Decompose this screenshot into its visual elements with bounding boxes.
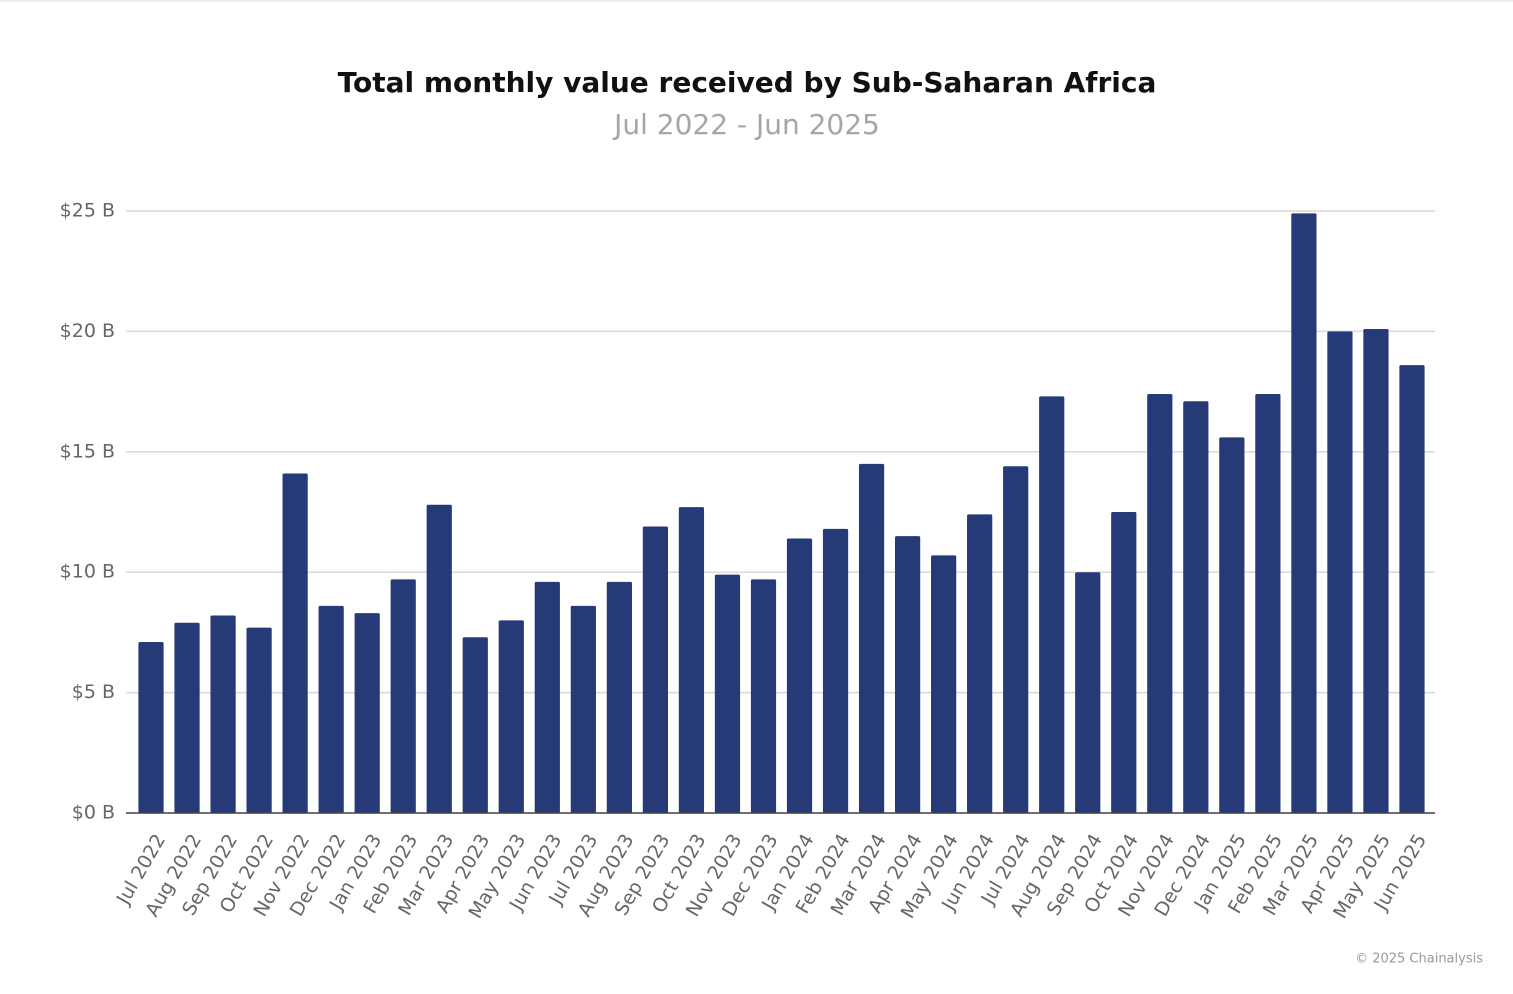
bar [462, 637, 488, 813]
bar [498, 620, 524, 813]
bar [210, 615, 236, 813]
bar [642, 526, 669, 813]
bar [390, 579, 416, 813]
bar [246, 627, 272, 813]
bar [714, 574, 741, 813]
bar [1291, 213, 1317, 813]
bar [786, 538, 813, 813]
y-tick-label: $10 B [60, 561, 115, 583]
bar [1219, 437, 1245, 813]
bar [1363, 328, 1389, 813]
y-tick-label: $25 B [60, 200, 115, 222]
bar [822, 528, 849, 813]
bar [858, 463, 885, 813]
bar [967, 514, 993, 813]
y-tick-label: $20 B [60, 320, 115, 342]
y-tick-label: $15 B [60, 440, 115, 462]
y-tick-label: $5 B [72, 681, 115, 703]
bar [1147, 394, 1173, 813]
bar [174, 622, 200, 813]
credit: © 2025 Chainalysis [1355, 952, 1483, 967]
bar [678, 507, 705, 813]
chart-subtitle: Jul 2022 - Jun 2025 [612, 108, 880, 141]
bar [894, 536, 921, 813]
bar [1039, 396, 1065, 813]
bar [138, 642, 164, 813]
bar [1255, 394, 1281, 813]
bar [1399, 365, 1425, 813]
chart-title: Total monthly value received by Sub-Saha… [338, 66, 1157, 99]
bar [1183, 401, 1209, 813]
y-tick-label: $0 B [72, 802, 115, 824]
bar [570, 605, 596, 813]
bar [534, 581, 560, 813]
bar [354, 613, 380, 813]
bar [931, 555, 957, 813]
bar [1111, 512, 1137, 813]
bar [750, 579, 777, 813]
bar [1003, 466, 1029, 813]
bar [426, 504, 452, 813]
bar [282, 473, 308, 813]
bar [606, 581, 632, 813]
bar [1327, 331, 1353, 813]
bar [318, 605, 344, 813]
bar [1075, 572, 1101, 813]
